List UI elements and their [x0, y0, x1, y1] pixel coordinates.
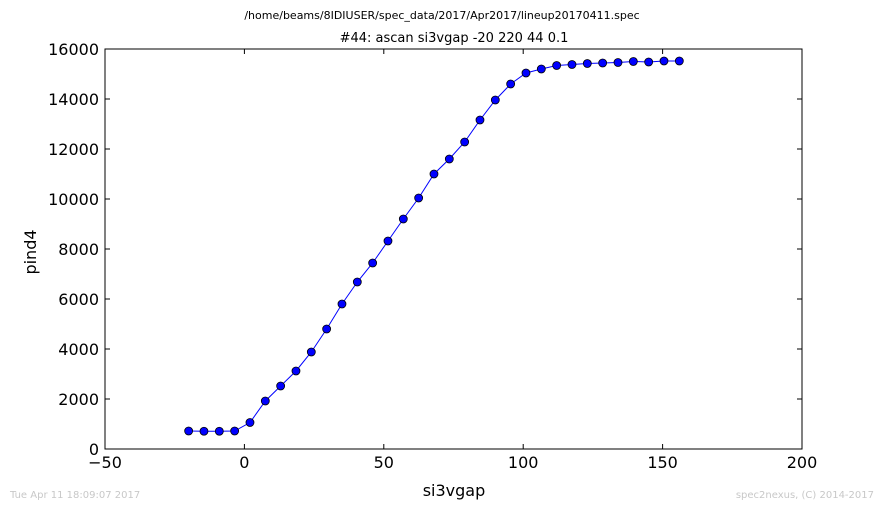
y-tick-label: 16000 [48, 40, 99, 59]
data-point [460, 137, 470, 147]
x-tick-label: 150 [647, 453, 678, 472]
data-point [352, 277, 362, 287]
y-tick-label: 8000 [58, 240, 99, 259]
x-tick-label: −50 [88, 453, 122, 472]
y-tick-label: 12000 [48, 140, 99, 159]
chart-title: #44: ascan si3vgap -20 220 44 0.1 [340, 31, 569, 46]
series-line [188, 60, 680, 432]
x-tick-label: 50 [374, 453, 394, 472]
data-point [337, 299, 347, 309]
data-point [322, 324, 332, 334]
data-point [368, 258, 378, 268]
plot-frame [104, 48, 803, 450]
data-point [582, 59, 592, 68]
data-point [674, 56, 684, 66]
data-point [475, 115, 485, 125]
data-point [536, 64, 546, 74]
data-point [276, 381, 286, 391]
data-point [521, 68, 531, 78]
footer-timestamp: Tue Apr 11 18:09:07 2017 [10, 490, 141, 501]
y-axis-label: pind4 [21, 229, 40, 274]
x-tick-label: 200 [787, 453, 818, 472]
y-tick-label: 4000 [58, 340, 99, 359]
data-point [184, 426, 194, 436]
x-tick-label: 0 [239, 453, 249, 472]
data-point [490, 95, 500, 105]
data-point [598, 58, 608, 68]
y-tick-label: 14000 [48, 90, 99, 109]
data-point [199, 426, 209, 436]
y-tick-label: 2000 [58, 390, 99, 409]
data-point [398, 214, 408, 224]
chart-suptitle: /home/beams/8IDIUSER/spec_data/2017/Apr2… [244, 9, 639, 22]
ticks-layer: −50 0 50 100 150 2000200040006000800010000120… [48, 40, 817, 472]
data-point [659, 56, 669, 66]
data-point [552, 61, 562, 70]
data-point [506, 79, 516, 89]
data-point [383, 236, 393, 246]
data-point [414, 193, 424, 203]
y-tick-label: 6000 [58, 290, 99, 309]
data-point [214, 426, 224, 436]
series-layer [184, 56, 684, 436]
data-point [260, 396, 270, 406]
data-point [230, 426, 240, 436]
y-tick-label: 10000 [48, 190, 99, 209]
x-tick-label: 100 [508, 453, 539, 472]
data-point [245, 418, 255, 427]
data-point [306, 347, 316, 357]
data-point [429, 169, 439, 179]
y-tick-label: 0 [89, 440, 99, 459]
x-axis-label: si3vgap [423, 481, 486, 500]
data-point [628, 57, 638, 66]
data-point [644, 57, 654, 67]
data-point [613, 58, 623, 67]
data-point [444, 154, 454, 164]
data-point [567, 60, 577, 69]
data-point [291, 366, 301, 376]
footer-credit: spec2nexus, (C) 2014-2017 [735, 490, 874, 501]
